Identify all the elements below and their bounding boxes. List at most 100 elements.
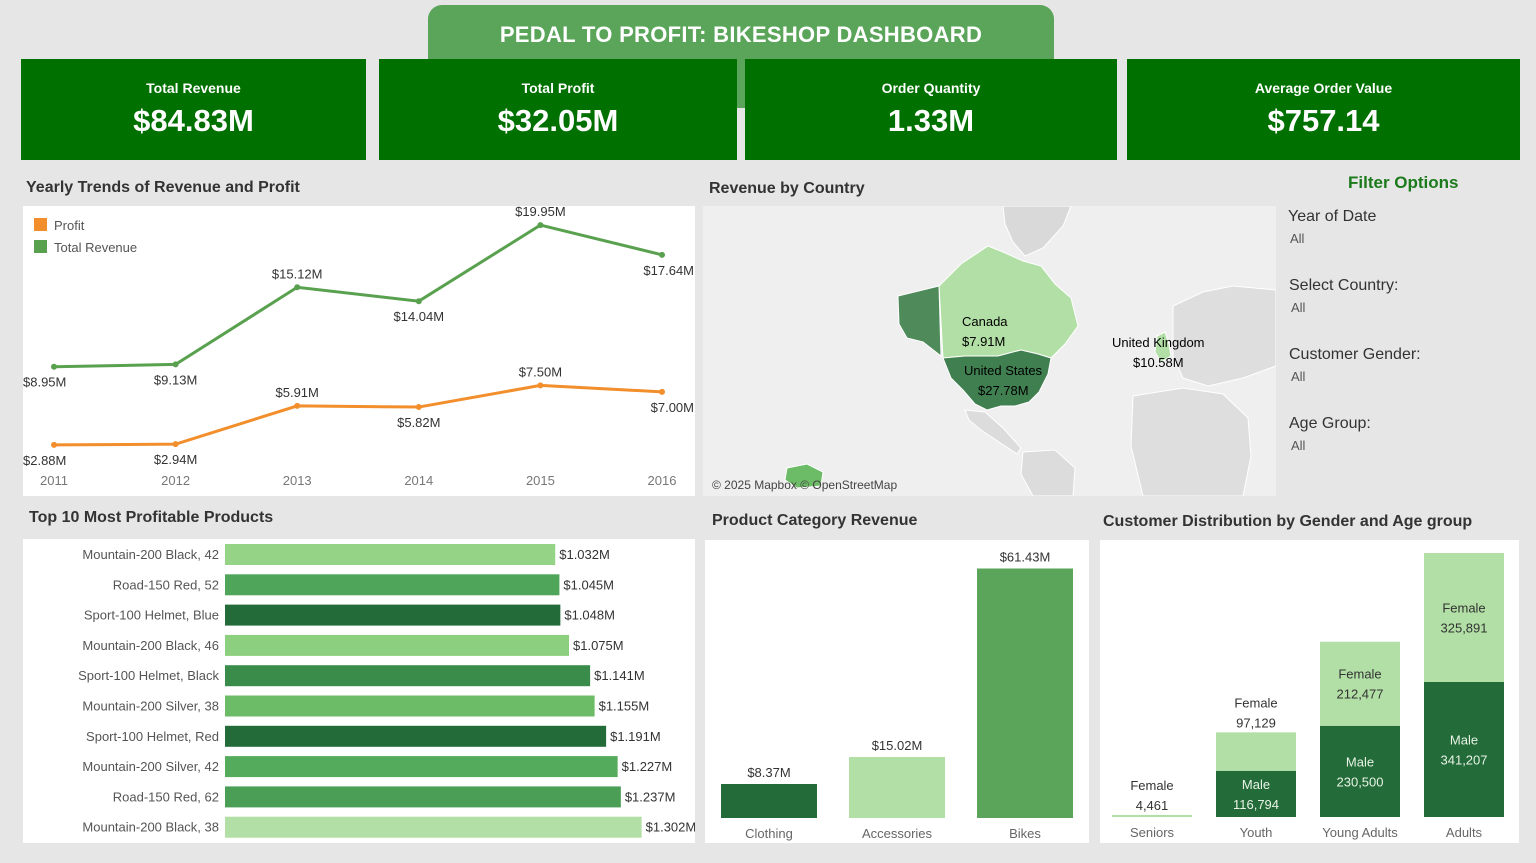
data-label: $2.94M bbox=[154, 452, 197, 467]
kpi-value: 1.33M bbox=[887, 103, 975, 138]
map-label-us-value: $27.78M bbox=[978, 383, 1029, 398]
map-united-kingdom[interactable] bbox=[1154, 331, 1172, 363]
map-alaska[interactable] bbox=[897, 285, 942, 358]
data-label: $7.00M bbox=[651, 400, 694, 415]
kpi-label: Total Revenue bbox=[146, 80, 241, 96]
segment-value-label: 325,891 bbox=[1441, 620, 1488, 635]
filter-country[interactable]: Select Country: All bbox=[1289, 277, 1398, 315]
legend-label-revenue[interactable]: Total Revenue bbox=[54, 240, 137, 255]
category-bar[interactable] bbox=[849, 756, 945, 818]
filter-value[interactable]: All bbox=[1290, 231, 1305, 246]
category-label: Sport-100 Helmet, Blue bbox=[84, 608, 219, 623]
category-bar[interactable] bbox=[977, 568, 1073, 818]
series-line-profit[interactable] bbox=[53, 383, 663, 447]
data-point[interactable] bbox=[659, 251, 665, 258]
product-bar[interactable] bbox=[225, 786, 621, 808]
dashboard-title: PEDAL TO PROFIT: BIKESHOP DASHBOARD bbox=[428, 5, 1054, 65]
bar-value-label: $1.032M bbox=[559, 547, 610, 562]
country-map[interactable]: Canada $7.91M United States $27.78M Unit… bbox=[703, 206, 1276, 496]
product-bar[interactable] bbox=[225, 634, 569, 656]
data-point[interactable] bbox=[415, 404, 422, 411]
bar-value-label: $1.155M bbox=[599, 699, 650, 714]
category-label: Mountain-200 Silver, 38 bbox=[82, 699, 219, 714]
age-group-axis-label: Adults bbox=[1446, 825, 1483, 840]
data-label: $14.04M bbox=[394, 309, 445, 324]
stacked-bar-male[interactable] bbox=[1424, 681, 1504, 817]
segment-value-label: 116,794 bbox=[1233, 797, 1279, 812]
data-label: $15.12M bbox=[272, 266, 323, 281]
trend-line-chart[interactable]: Profit Total Revenue 2011 2012 2013 2014 201… bbox=[23, 206, 695, 496]
age-group-axis-label: Youth bbox=[1240, 825, 1273, 840]
stacked-bar-female[interactable] bbox=[1216, 732, 1296, 771]
category-label: Mountain-200 Black, 38 bbox=[82, 820, 219, 835]
data-point[interactable] bbox=[51, 363, 57, 370]
filter-value[interactable]: All bbox=[1291, 300, 1306, 315]
map-label-us-name: United States bbox=[964, 363, 1043, 378]
product-bar[interactable] bbox=[225, 816, 642, 838]
data-label: $2.88M bbox=[23, 453, 66, 468]
title-stem bbox=[737, 60, 745, 108]
product-bar[interactable] bbox=[225, 695, 595, 717]
age-group-axis-label: Seniors bbox=[1130, 825, 1175, 840]
top-products-bar-chart[interactable]: Mountain-200 Black, 42 $1.032M Road-150 Re… bbox=[23, 539, 695, 843]
data-point[interactable] bbox=[172, 361, 179, 368]
segment-value-label: 97,129 bbox=[1236, 715, 1276, 730]
stacked-bar-male[interactable] bbox=[1216, 770, 1296, 817]
map-europe bbox=[1172, 285, 1276, 387]
data-label: $17.64M bbox=[643, 263, 694, 278]
x-tick-label: 2011 bbox=[40, 473, 68, 488]
stacked-bar-female[interactable] bbox=[1320, 641, 1400, 726]
map-united-states[interactable] bbox=[942, 349, 1052, 411]
category-axis-label: Accessories bbox=[862, 826, 933, 841]
bar-value-label: $1.302M bbox=[646, 820, 695, 835]
filter-age-group[interactable]: Age Group: All bbox=[1289, 415, 1371, 453]
customer-stacked-bar-chart[interactable]: Female 4,461 Seniors Male 116,794 Female 97,12… bbox=[1100, 540, 1519, 843]
data-point[interactable] bbox=[294, 402, 301, 409]
data-point[interactable] bbox=[659, 388, 665, 395]
product-bar[interactable] bbox=[225, 604, 561, 626]
data-point[interactable] bbox=[172, 441, 179, 448]
data-point[interactable] bbox=[294, 284, 301, 291]
filter-value[interactable]: All bbox=[1291, 438, 1306, 453]
segment-name-label: Male bbox=[1242, 777, 1270, 792]
data-point[interactable] bbox=[51, 441, 57, 448]
series-line-revenue[interactable] bbox=[53, 223, 663, 369]
category-axis-label: Bikes bbox=[1009, 826, 1041, 841]
data-label: $19.95M bbox=[515, 206, 566, 219]
segment-name-label: Male bbox=[1346, 754, 1374, 769]
legend-label-profit[interactable]: Profit bbox=[54, 218, 85, 233]
category-bar-chart[interactable]: $8.37M Clothing $15.02M Accessories $61.43M B… bbox=[705, 540, 1089, 843]
customer-chart-title: Customer Distribution by Gender and Age … bbox=[1103, 513, 1473, 530]
kpi-total-profit[interactable]: Total Profit $32.05M bbox=[379, 59, 737, 160]
map-africa bbox=[1130, 387, 1252, 496]
filter-year[interactable]: Year of Date All bbox=[1288, 208, 1376, 246]
product-bar[interactable] bbox=[225, 665, 591, 687]
category-bar[interactable] bbox=[721, 784, 817, 818]
map-label-uk-name: United Kingdom bbox=[1112, 335, 1205, 350]
product-bar[interactable] bbox=[225, 544, 556, 565]
products-chart-title: Top 10 Most Profitable Products bbox=[29, 509, 274, 526]
data-point[interactable] bbox=[415, 298, 422, 305]
product-bar[interactable] bbox=[225, 725, 607, 747]
bar-value-label: $1.237M bbox=[625, 789, 676, 804]
kpi-value: $84.83M bbox=[133, 103, 254, 138]
filter-label: Select Country: bbox=[1289, 277, 1399, 294]
filter-gender[interactable]: Customer Gender: All bbox=[1289, 346, 1421, 384]
category-label: Road-150 Red, 52 bbox=[113, 577, 219, 592]
kpi-order-quantity[interactable]: Order Quantity 1.33M bbox=[745, 59, 1117, 160]
x-tick-label: 2012 bbox=[161, 473, 190, 488]
data-point[interactable] bbox=[537, 222, 544, 229]
category-label: Mountain-200 Black, 46 bbox=[82, 638, 219, 653]
filter-value[interactable]: All bbox=[1291, 369, 1306, 384]
map-label-canada-name: Canada bbox=[962, 314, 1008, 329]
stacked-bar-male[interactable] bbox=[1320, 725, 1400, 817]
segment-value-label: 4,461 bbox=[1136, 798, 1169, 813]
kpi-average-order-value[interactable]: Average Order Value $757.14 bbox=[1127, 59, 1520, 160]
kpi-total-revenue[interactable]: Total Revenue $84.83M bbox=[21, 59, 366, 160]
stacked-bar-female[interactable] bbox=[1112, 815, 1192, 817]
stacked-bar-female[interactable] bbox=[1424, 553, 1504, 682]
product-bar[interactable] bbox=[225, 574, 560, 596]
data-point[interactable] bbox=[537, 382, 544, 389]
product-bar[interactable] bbox=[225, 756, 618, 778]
map-australia[interactable] bbox=[784, 463, 824, 489]
